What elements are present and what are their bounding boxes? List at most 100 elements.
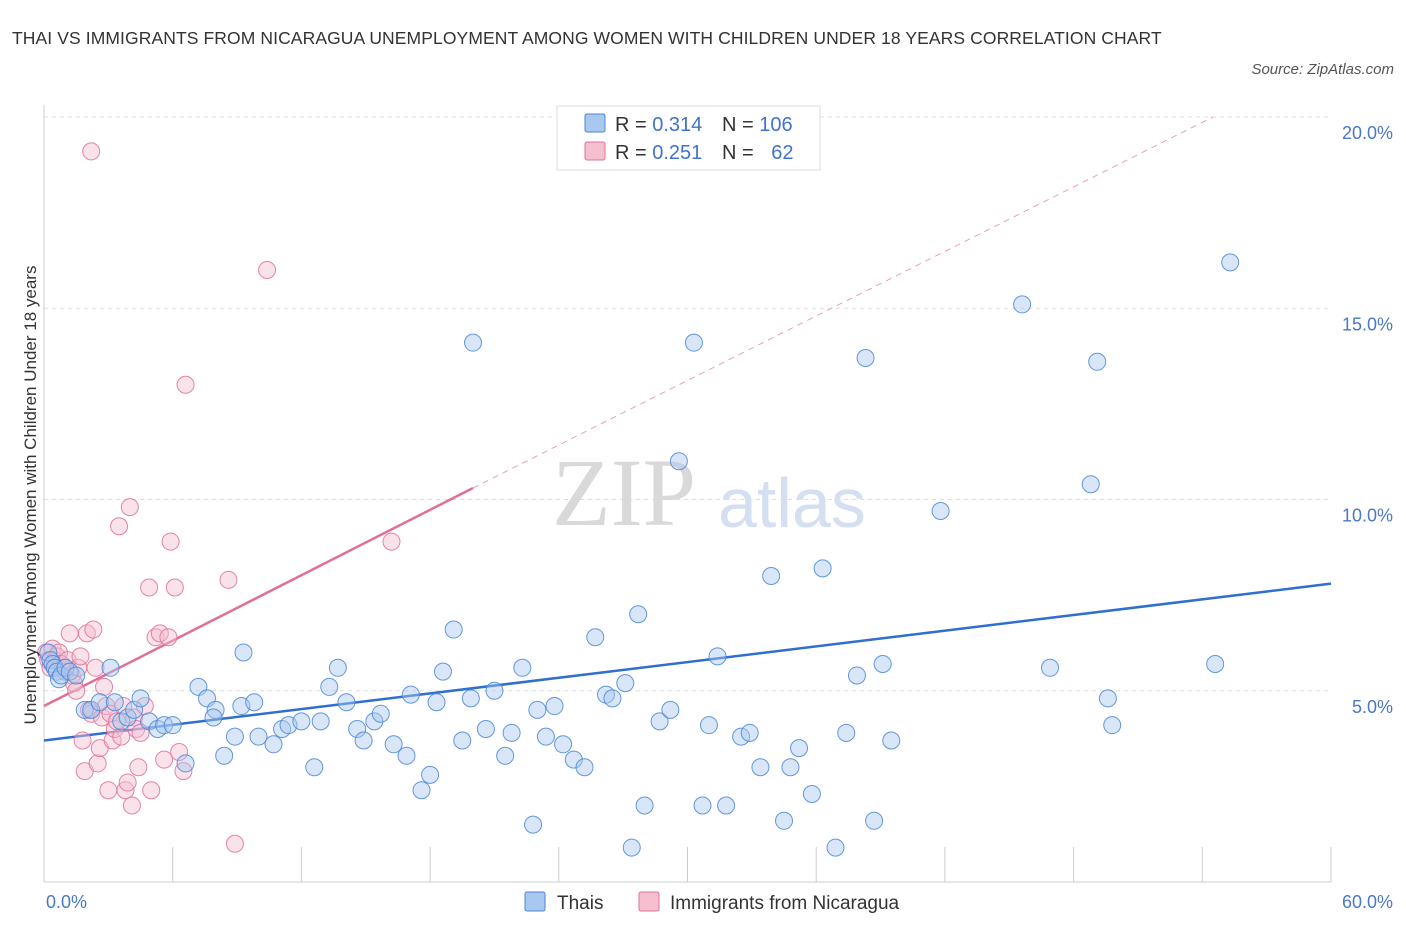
legend-n-value-nicaragua: 62 — [771, 142, 793, 164]
thai-point-93 — [826, 838, 845, 857]
thai-point-109 — [1221, 253, 1240, 272]
thai-point-13 — [101, 658, 120, 677]
thai-point-64 — [536, 727, 555, 746]
nicaragua-point-36 — [114, 697, 133, 716]
thai-point-92 — [813, 559, 832, 578]
thai-point-23 — [176, 754, 195, 773]
nicaragua-point-32 — [105, 720, 124, 738]
trend-lines — [43, 116, 1332, 742]
thai-point-101 — [931, 501, 950, 520]
source-credit: Source: ZipAtlas.com — [1251, 61, 1394, 78]
x-tick-labels: 0.0% 60.0% — [46, 892, 1393, 912]
nicaragua-point-35 — [112, 727, 131, 746]
thai-point-54 — [444, 620, 463, 639]
thai-point-49 — [401, 685, 420, 704]
thai-point-38 — [305, 758, 324, 777]
thai-point-57 — [476, 720, 495, 738]
thai-point-28 — [215, 746, 234, 765]
legend-r-value-nicaragua: 0.251 — [652, 142, 702, 164]
thai-point-59 — [496, 746, 515, 765]
nicaragua-point-46 — [140, 578, 159, 597]
thai-point-26 — [206, 700, 225, 719]
thai-point-29 — [225, 727, 244, 746]
nicaragua-trend-extension — [472, 116, 1214, 489]
thai-point-61 — [513, 658, 532, 677]
thai-point-108 — [1206, 654, 1225, 673]
thai-point-33 — [249, 727, 268, 746]
thai-point-18 — [131, 689, 150, 708]
nicaragua-point-59 — [258, 261, 277, 279]
thai-point-40 — [320, 677, 339, 696]
axes — [43, 105, 1332, 883]
thai-point-96 — [856, 348, 875, 367]
thai-point-55 — [453, 731, 472, 750]
thai-point-48 — [397, 746, 416, 765]
thai-point-87 — [762, 567, 781, 585]
thai-point-37 — [292, 712, 311, 731]
legend-r-label-thai: R = — [615, 114, 652, 136]
nicaragua-point-38 — [118, 773, 137, 792]
thai-point-41 — [328, 658, 347, 677]
bottom-legend-swatch-thai — [524, 891, 546, 912]
y-tick-label-0: 5.0% — [1352, 697, 1393, 717]
series-nicaragua-points — [37, 142, 401, 853]
thai-point-62 — [524, 815, 543, 834]
nicaragua-point-37 — [116, 781, 135, 800]
thai-point-99 — [882, 731, 901, 750]
correlation-legend: R = 0.314 N = 106 R = 0.251 N = 62 — [556, 105, 821, 171]
nicaragua-point-17 — [73, 731, 92, 750]
nicaragua-point-58 — [225, 834, 244, 853]
thai-point-58 — [485, 681, 504, 700]
thai-point-56 — [461, 689, 480, 708]
thai-point-46 — [371, 704, 390, 723]
thai-point-69 — [586, 628, 605, 647]
watermark: ZIP atlas — [552, 439, 866, 546]
nicaragua-point-47 — [142, 781, 161, 800]
legend-swatch-thai — [584, 113, 606, 133]
bottom-legend-label-nicaragua: Immigrants from Nicaragua — [670, 893, 900, 914]
nicaragua-point-60 — [82, 142, 101, 161]
thai-point-91 — [802, 785, 821, 804]
nicaragua-point-50 — [155, 750, 174, 769]
thai-point-31 — [234, 643, 253, 662]
thai-point-82 — [708, 647, 727, 666]
nicaragua-point-14 — [67, 681, 86, 700]
nicaragua-point-61 — [382, 532, 401, 551]
thai-point-107 — [1103, 716, 1122, 735]
y-axis-label: Unemployment Among Women with Children U… — [21, 266, 40, 725]
thai-point-89 — [781, 758, 800, 777]
watermark-atlas: atlas — [718, 464, 866, 542]
nicaragua-point-40 — [122, 796, 141, 815]
thai-point-77 — [661, 700, 680, 719]
thai-point-85 — [740, 723, 759, 742]
nicaragua-point-31 — [103, 731, 122, 750]
thai-point-66 — [554, 735, 573, 754]
thai-point-16 — [118, 708, 137, 727]
svg-text:R = 0.251: R = 0.251 — [615, 142, 702, 164]
thai-point-27 — [204, 708, 223, 727]
thai-point-63 — [528, 700, 547, 719]
thai-point-90 — [790, 739, 809, 758]
nicaragua-point-22 — [84, 620, 103, 639]
thai-point-60 — [502, 723, 521, 742]
nicaragua-trend-line — [43, 486, 474, 708]
thai-trend-line — [43, 582, 1332, 742]
nicaragua-point-34 — [110, 517, 129, 536]
thai-point-98 — [873, 654, 892, 673]
thai-point-76 — [650, 712, 669, 731]
thai-point-42 — [337, 693, 356, 712]
nicaragua-point-57 — [219, 570, 238, 589]
thai-point-84 — [732, 727, 751, 746]
nicaragua-point-11 — [60, 624, 79, 643]
thai-point-104 — [1081, 475, 1100, 494]
thai-point-17 — [125, 700, 144, 719]
series-legend: Thais Immigrants from Nicaragua — [524, 891, 900, 914]
thai-point-0 — [39, 643, 58, 662]
thai-point-94 — [837, 723, 856, 742]
nicaragua-point-55 — [174, 762, 193, 781]
thai-point-65 — [545, 697, 564, 716]
thai-point-103 — [1041, 658, 1060, 677]
thai-point-52 — [427, 693, 446, 712]
thai-point-102 — [1013, 295, 1032, 314]
